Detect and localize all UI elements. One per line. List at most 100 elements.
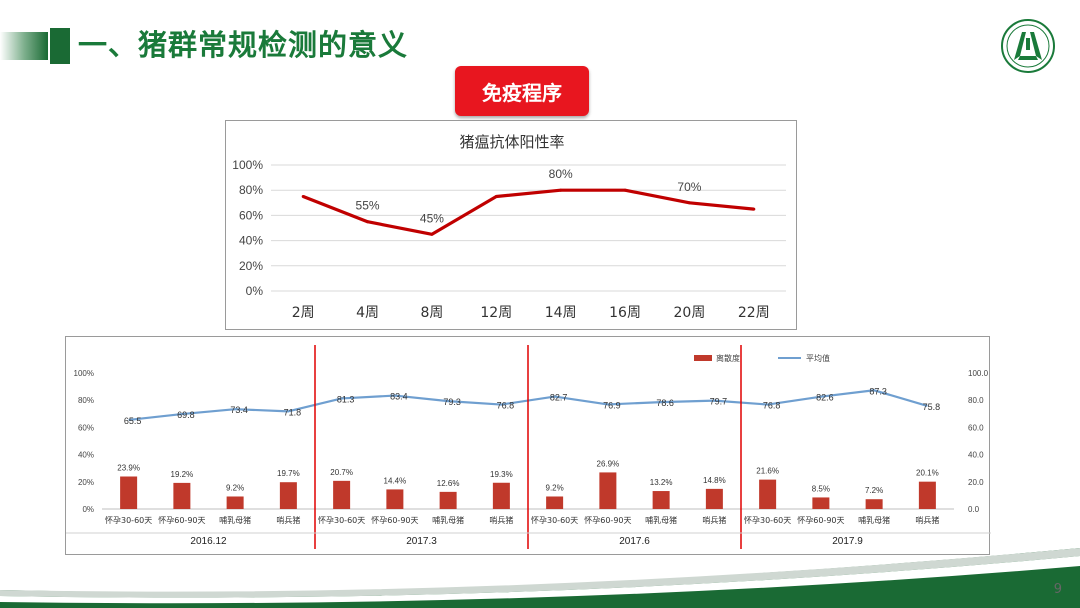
chart2-group-label: 2017.6	[619, 536, 650, 547]
chart2-bar	[492, 482, 510, 509]
chart2-group-label: 2017.3	[406, 536, 437, 547]
chart2-y-left-tick: 60%	[78, 423, 94, 432]
chart2-bar-label: 8.5%	[812, 484, 830, 493]
chart2-legend-bar-swatch	[694, 355, 712, 361]
chart2-bar-label: 21.6%	[756, 467, 779, 476]
chart2-bar	[226, 496, 244, 509]
chart2-bar-label: 13.2%	[650, 478, 673, 487]
chart1-data-label: 80%	[549, 167, 573, 181]
chart2-bar-label: 19.3%	[490, 470, 513, 479]
chart2-x-tick: 哺乳母猪	[432, 515, 464, 525]
chart2-bar-label: 20.1%	[916, 469, 939, 478]
chart2-bar-label: 23.9%	[117, 463, 140, 472]
chart1-point	[559, 188, 563, 192]
chart1-point	[494, 195, 498, 198]
chart1-point	[687, 201, 691, 205]
chart2-x-tick: 哺乳母猪	[645, 515, 677, 525]
chart2-bar	[599, 472, 617, 509]
chart2-y-right-tick: 20.0	[968, 478, 984, 487]
chart2-bar-label: 14.8%	[703, 476, 726, 485]
chart2-line-label: 69.8	[177, 410, 195, 420]
chart1-point	[430, 232, 434, 236]
chart2-legend-bar-label: 离散度	[716, 353, 740, 363]
chart2-line-label: 76.8	[763, 401, 781, 411]
chart2-y-right-tick: 100.0	[968, 369, 989, 378]
chart2-line-label: 82.6	[816, 393, 834, 403]
chart1-y-tick: 80%	[239, 183, 263, 197]
chart1-x-tick: 12周	[480, 305, 512, 321]
chart2-bar-label: 12.6%	[437, 479, 460, 488]
chart1-point	[366, 220, 370, 224]
chart2-bar-label: 26.9%	[597, 459, 620, 468]
chart2-y-left-tick: 40%	[78, 451, 94, 460]
antibody-rate-chart: 猪瘟抗体阳性率 0% 20% 40% 60% 80% 100% 2周 4周 8周 12周 14周 16…	[225, 120, 797, 330]
chart2-y-left-tick: 80%	[78, 396, 94, 405]
chart2-x-tick: 怀孕60-90天	[371, 515, 418, 525]
chart2-bar	[865, 499, 883, 509]
chart2-bar	[439, 491, 457, 509]
chart2-bar-label: 19.7%	[277, 469, 300, 478]
chart2-x-tick: 哨兵猪	[489, 515, 513, 525]
chart2-line-label: 82.7	[550, 393, 568, 403]
chart1-point	[752, 207, 756, 211]
chart1-y-tick: 0%	[246, 284, 264, 298]
chart2-bar-label: 7.2%	[865, 486, 883, 495]
page-number: 9	[1053, 582, 1062, 597]
chart2-x-tick: 怀孕30-60天	[744, 515, 791, 525]
chart2-bar-label: 20.7%	[330, 468, 353, 477]
chart1-data-label: 45%	[420, 211, 444, 225]
chart2-x-tick: 哨兵猪	[915, 515, 939, 525]
footer-swoosh	[0, 548, 1080, 608]
chart1-x-tick: 2周	[292, 305, 315, 321]
chart2-bar	[333, 480, 351, 509]
chart1-svg: 0% 20% 40% 60% 80% 100% 2周 4周 8周 12周 14周 16周 20周 22周 5…	[232, 158, 786, 321]
chart2-legend-line-label: 平均值	[806, 353, 830, 363]
chart1-x-tick: 8周	[420, 305, 443, 321]
chart2-line-label: 76.9	[603, 400, 621, 410]
slide-title: 一、猪群常规检测的意义	[78, 28, 409, 62]
chart1-point	[623, 188, 627, 192]
chart1-x-tick: 20周	[674, 305, 706, 321]
chart1-y-tick: 20%	[239, 259, 263, 273]
chart1-x-tick: 16周	[609, 305, 641, 321]
chart1-y-tick: 100%	[232, 158, 263, 172]
chart2-x-tick: 哺乳母猪	[219, 515, 251, 525]
immunization-badge: 免疫程序	[455, 66, 589, 116]
chart2-bar	[173, 482, 191, 509]
header-accent-bar	[0, 28, 70, 64]
chart1-y-tick: 60%	[239, 208, 263, 222]
chart2-bar	[705, 488, 723, 509]
university-logo	[1001, 19, 1055, 73]
chart2-x-tick: 哺乳母猪	[858, 515, 890, 525]
chart2-bar-label: 19.2%	[171, 470, 194, 479]
chart1-x-tick: 4周	[356, 305, 379, 321]
chart2-line-label: 65.5	[124, 416, 142, 426]
chart2-line-label: 73.4	[230, 405, 248, 415]
chart2-y-right-tick: 80.0	[968, 396, 984, 405]
chart2-x-tick: 怀孕60-90天	[158, 515, 205, 525]
chart2-bar	[652, 491, 670, 509]
chart2-y-right-tick: 0.0	[968, 505, 980, 514]
chart2-y-left-tick: 0%	[82, 505, 94, 514]
chart2-bar	[918, 481, 936, 509]
chart2-y-right-tick: 60.0	[968, 423, 984, 432]
chart2-group-label: 2017.9	[832, 536, 863, 547]
chart2-x-tick: 怀孕60-90天	[797, 515, 844, 525]
chart2-bar-label: 9.2%	[226, 483, 244, 492]
chart2-y-left-tick: 20%	[78, 478, 94, 487]
chart2-line-label: 78.6	[656, 398, 674, 408]
chart2-line-label: 76.8	[497, 401, 515, 411]
chart2-y-left-tick: 100%	[74, 369, 94, 378]
chart2-bar-label: 14.4%	[384, 476, 407, 485]
chart2-line-label: 75.8	[923, 402, 941, 412]
chart2-line-label: 79.3	[443, 397, 461, 407]
chart2-x-tick: 哨兵猪	[702, 515, 726, 525]
chart1-x-tick: 22周	[738, 305, 770, 321]
dispersion-chart: 0% 20% 40% 60% 80% 100% 0.0 20.0 40.0 60.0 80.0 100…	[65, 336, 991, 555]
chart2-x-tick: 怀孕30-60天	[318, 515, 365, 525]
chart1-point	[301, 195, 305, 198]
chart1-title: 猪瘟抗体阳性率	[459, 133, 565, 151]
chart1-data-label: 55%	[356, 199, 380, 213]
chart2-bar-label: 9.2%	[546, 483, 564, 492]
chart1-x-tick: 14周	[545, 305, 577, 321]
